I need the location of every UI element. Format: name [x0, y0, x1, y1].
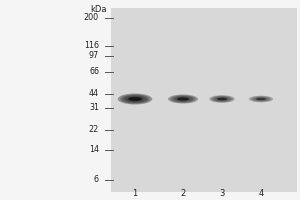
- Ellipse shape: [256, 98, 266, 100]
- Text: 31: 31: [89, 104, 99, 112]
- Ellipse shape: [215, 97, 229, 101]
- Ellipse shape: [249, 96, 273, 102]
- Text: 66: 66: [89, 68, 99, 76]
- Ellipse shape: [217, 97, 227, 101]
- Text: 97: 97: [89, 51, 99, 60]
- Ellipse shape: [175, 97, 191, 101]
- Ellipse shape: [120, 94, 150, 104]
- Ellipse shape: [128, 97, 142, 101]
- Ellipse shape: [168, 95, 198, 104]
- Ellipse shape: [177, 97, 189, 101]
- Ellipse shape: [217, 98, 227, 100]
- Bar: [111, 8, 297, 192]
- Ellipse shape: [177, 97, 189, 101]
- Text: kDa: kDa: [90, 5, 106, 14]
- Text: 14: 14: [89, 146, 99, 154]
- Ellipse shape: [209, 95, 235, 103]
- Text: 4: 4: [258, 189, 264, 198]
- Ellipse shape: [252, 97, 270, 101]
- Text: 22: 22: [89, 126, 99, 134]
- Ellipse shape: [250, 96, 272, 102]
- Text: 2: 2: [180, 189, 186, 198]
- Ellipse shape: [170, 95, 196, 103]
- Text: 1: 1: [132, 189, 138, 198]
- Ellipse shape: [172, 96, 194, 102]
- Ellipse shape: [256, 98, 266, 100]
- Text: 200: 200: [84, 14, 99, 22]
- Ellipse shape: [254, 97, 268, 101]
- Ellipse shape: [125, 96, 145, 102]
- Ellipse shape: [118, 94, 152, 104]
- Text: 44: 44: [89, 90, 99, 98]
- Ellipse shape: [128, 97, 142, 101]
- Ellipse shape: [123, 95, 147, 103]
- Text: 3: 3: [219, 189, 225, 198]
- Ellipse shape: [213, 96, 231, 102]
- Text: 116: 116: [84, 42, 99, 50]
- Text: 6: 6: [94, 176, 99, 184]
- Ellipse shape: [211, 96, 233, 102]
